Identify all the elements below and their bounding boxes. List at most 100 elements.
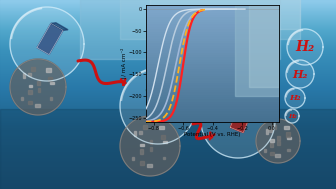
Polygon shape bbox=[120, 68, 196, 144]
Bar bbox=[143, 125, 147, 129]
Bar bbox=[21, 97, 23, 100]
Bar bbox=[0, 95, 336, 96]
Bar bbox=[46, 68, 51, 72]
Bar bbox=[0, 117, 336, 118]
Bar bbox=[286, 132, 290, 137]
Bar bbox=[145, 117, 280, 120]
Bar bbox=[270, 143, 273, 147]
Polygon shape bbox=[146, 85, 170, 119]
Bar bbox=[145, 9, 280, 12]
Bar bbox=[0, 52, 336, 53]
Bar bbox=[145, 38, 280, 40]
Bar bbox=[0, 165, 336, 166]
Bar bbox=[0, 54, 336, 55]
Bar bbox=[0, 116, 336, 117]
Bar bbox=[0, 130, 336, 131]
Polygon shape bbox=[285, 109, 299, 123]
Bar bbox=[0, 121, 336, 122]
Bar bbox=[145, 94, 280, 96]
Bar bbox=[145, 7, 280, 9]
Bar bbox=[0, 127, 336, 128]
Bar bbox=[48, 77, 52, 81]
Bar bbox=[0, 103, 336, 104]
Bar bbox=[0, 92, 336, 93]
Bar bbox=[0, 101, 336, 102]
Bar bbox=[0, 16, 336, 17]
Polygon shape bbox=[10, 7, 84, 81]
Bar bbox=[0, 123, 336, 124]
Text: H₂: H₂ bbox=[288, 114, 296, 119]
Bar bbox=[145, 105, 280, 108]
Bar bbox=[272, 125, 276, 129]
Bar bbox=[0, 154, 336, 155]
Bar bbox=[287, 149, 290, 151]
Bar bbox=[264, 149, 266, 152]
Bar bbox=[0, 161, 336, 162]
Bar bbox=[0, 36, 336, 37]
Bar bbox=[145, 115, 280, 117]
Bar bbox=[0, 65, 336, 66]
Bar bbox=[145, 40, 280, 42]
Bar bbox=[0, 159, 336, 160]
Bar bbox=[140, 144, 144, 146]
Bar bbox=[0, 152, 336, 153]
Bar bbox=[0, 137, 336, 138]
Bar bbox=[0, 146, 336, 147]
Polygon shape bbox=[51, 23, 68, 30]
Bar bbox=[145, 42, 280, 45]
Bar bbox=[0, 6, 336, 7]
Bar bbox=[50, 82, 54, 84]
Bar bbox=[0, 170, 336, 171]
Bar bbox=[0, 173, 336, 174]
Bar bbox=[0, 172, 336, 173]
Bar bbox=[0, 141, 336, 142]
Bar bbox=[0, 87, 336, 88]
Bar bbox=[0, 111, 336, 112]
Bar bbox=[0, 20, 336, 21]
Bar bbox=[134, 131, 136, 136]
Bar bbox=[0, 72, 336, 73]
Bar bbox=[145, 28, 280, 30]
Bar bbox=[0, 89, 336, 90]
Bar bbox=[269, 129, 272, 132]
Bar bbox=[0, 90, 336, 91]
Text: H₂: H₂ bbox=[289, 94, 301, 102]
Bar bbox=[0, 57, 336, 58]
Bar bbox=[0, 185, 336, 186]
Bar bbox=[0, 132, 336, 133]
Bar bbox=[0, 11, 336, 12]
Polygon shape bbox=[230, 101, 254, 133]
Bar bbox=[0, 108, 336, 109]
Text: H₂: H₂ bbox=[295, 40, 314, 54]
Bar bbox=[0, 102, 336, 103]
Bar bbox=[0, 3, 336, 4]
Polygon shape bbox=[256, 119, 300, 163]
Bar bbox=[0, 1, 336, 2]
Bar bbox=[0, 4, 336, 5]
Bar bbox=[145, 12, 280, 14]
Bar bbox=[0, 177, 336, 178]
Bar bbox=[0, 49, 336, 50]
Bar bbox=[0, 136, 336, 137]
Bar bbox=[0, 50, 336, 51]
Bar bbox=[145, 47, 280, 49]
Polygon shape bbox=[146, 81, 163, 90]
Bar bbox=[145, 70, 280, 73]
Bar bbox=[0, 167, 336, 168]
Bar bbox=[0, 188, 336, 189]
Text: H₂: H₂ bbox=[292, 68, 308, 80]
Bar bbox=[145, 14, 280, 16]
Bar bbox=[0, 70, 336, 71]
Bar bbox=[0, 21, 336, 22]
Bar bbox=[0, 18, 336, 19]
Bar bbox=[0, 17, 336, 18]
Bar bbox=[0, 148, 336, 149]
Bar bbox=[0, 168, 336, 169]
Bar bbox=[0, 81, 336, 82]
Bar bbox=[0, 44, 336, 45]
Bar bbox=[145, 54, 280, 56]
Bar bbox=[0, 164, 336, 165]
Bar bbox=[0, 147, 336, 148]
Bar bbox=[145, 108, 280, 110]
Bar bbox=[0, 115, 336, 116]
